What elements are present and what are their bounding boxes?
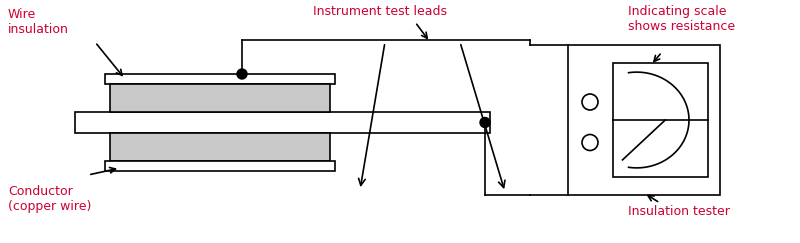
Text: Insulation tester: Insulation tester [628,205,730,218]
Circle shape [480,118,490,128]
Bar [105,161,335,171]
Text: Wire
insulation: Wire insulation [8,8,69,36]
Circle shape [582,94,598,110]
Bar [568,45,720,195]
Text: Instrument test leads: Instrument test leads [313,5,447,18]
Bar [613,63,708,177]
Text: Indicating scale
shows resistance: Indicating scale shows resistance [628,5,735,33]
Circle shape [237,69,247,79]
Bar [110,133,330,161]
Text: Conductor
(copper wire): Conductor (copper wire) [8,185,91,213]
Circle shape [582,134,598,150]
Bar [105,74,335,84]
Bar [110,84,330,112]
Bar [75,112,490,133]
